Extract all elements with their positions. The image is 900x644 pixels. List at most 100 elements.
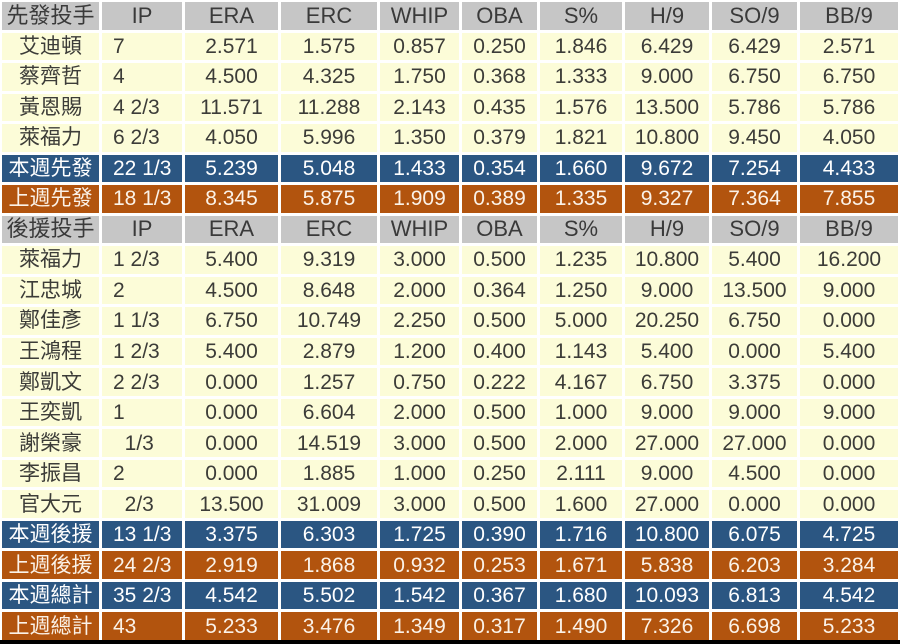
stat-cell: 1.250 [540, 276, 622, 305]
stat-cell: 13.500 [712, 276, 797, 305]
stat-cell: 43 [102, 612, 182, 640]
stat-cell: 0.000 [800, 459, 898, 488]
stat-cell: 9.000 [800, 398, 898, 427]
column-header-cell: ERA [185, 2, 278, 30]
stat-cell: 1.821 [540, 124, 622, 152]
stat-cell: 5.400 [800, 337, 898, 366]
stat-cell: 10.800 [625, 124, 709, 152]
stat-cell: 0.750 [380, 368, 459, 396]
stat-cell: 0.500 [462, 246, 537, 274]
stat-cell: 0.222 [462, 368, 537, 396]
stat-cell: 3.000 [380, 429, 459, 457]
stat-cell: 5.400 [625, 337, 709, 366]
stat-cell: 1.885 [281, 459, 377, 488]
stat-cell: 6.429 [712, 32, 797, 61]
stat-cell: 5.838 [625, 551, 709, 579]
stat-cell: 10.800 [625, 246, 709, 274]
column-header-cell: WHIP [380, 215, 459, 244]
stat-cell: 10.800 [625, 520, 709, 549]
stat-cell: 24 2/3 [102, 551, 182, 579]
stat-cell: 0.000 [800, 368, 898, 396]
stat-cell: 7.326 [625, 612, 709, 640]
stat-cell: 0.000 [800, 429, 898, 457]
stat-cell: 9.000 [625, 63, 709, 91]
stat-cell: 1 [102, 398, 182, 427]
player-name-cell: 李振昌 [2, 459, 99, 488]
stat-cell: 10.093 [625, 581, 709, 610]
summary-label-cell: 上週先發 [2, 185, 99, 213]
player-name-cell: 江忠城 [2, 276, 99, 305]
stat-cell: 9.000 [712, 398, 797, 427]
column-header-cell: SO/9 [712, 2, 797, 30]
stat-cell: 5.786 [800, 93, 898, 122]
stat-cell: 1 2/3 [102, 246, 182, 274]
summary-label-cell: 上週總計 [2, 612, 99, 640]
column-header-cell: SO/9 [712, 215, 797, 244]
stat-cell: 8.345 [185, 185, 278, 213]
stat-cell: 1.350 [380, 124, 459, 152]
stat-cell: 6.750 [712, 307, 797, 335]
stat-cell: 9.000 [625, 276, 709, 305]
stat-cell: 0.500 [462, 398, 537, 427]
column-header-cell: H/9 [625, 215, 709, 244]
stat-cell: 3.284 [800, 551, 898, 579]
stat-cell: 9.327 [625, 185, 709, 213]
stat-cell: 0.932 [380, 551, 459, 579]
stat-cell: 27.000 [625, 490, 709, 518]
stat-cell: 27.000 [625, 429, 709, 457]
stat-cell: 2.571 [800, 32, 898, 61]
player-name-cell: 鄭佳彥 [2, 307, 99, 335]
stat-cell: 1 1/3 [102, 307, 182, 335]
stat-cell: 5.996 [281, 124, 377, 152]
column-header-cell: WHIP [380, 2, 459, 30]
stat-cell: 0.000 [800, 490, 898, 518]
stat-cell: 0.253 [462, 551, 537, 579]
stat-cell: 13.500 [185, 490, 278, 518]
stat-cell: 1.335 [540, 185, 622, 213]
player-name-cell: 艾迪頓 [2, 32, 99, 61]
stat-cell: 6.750 [185, 307, 278, 335]
stat-cell: 5.048 [281, 154, 377, 183]
stat-cell: 7.855 [800, 185, 898, 213]
player-name-cell: 官大元 [2, 490, 99, 518]
stat-cell: 6.075 [712, 520, 797, 549]
player-name-cell: 謝榮豪 [2, 429, 99, 457]
stat-cell: 1.143 [540, 337, 622, 366]
stat-cell: 8.648 [281, 276, 377, 305]
stat-cell: 1.235 [540, 246, 622, 274]
stat-cell: 0.500 [462, 429, 537, 457]
stat-cell: 3.000 [380, 246, 459, 274]
stat-cell: 4.542 [185, 581, 278, 610]
column-header-cell: IP [102, 2, 182, 30]
stat-cell: 0.500 [462, 307, 537, 335]
stat-cell: 14.519 [281, 429, 377, 457]
stat-cell: 0.389 [462, 185, 537, 213]
stat-cell: 1.575 [281, 32, 377, 61]
stat-cell: 0.379 [462, 124, 537, 152]
stat-cell: 5.233 [800, 612, 898, 640]
stat-cell: 2/3 [102, 490, 182, 518]
player-name-cell: 黃恩賜 [2, 93, 99, 122]
stat-cell: 3.476 [281, 612, 377, 640]
stat-cell: 0.000 [185, 398, 278, 427]
stat-cell: 7 [102, 32, 182, 61]
stat-cell: 4 2/3 [102, 93, 182, 122]
stat-cell: 1.716 [540, 520, 622, 549]
stat-cell: 4.500 [712, 459, 797, 488]
stat-cell: 1.200 [380, 337, 459, 366]
column-header-cell: ERC [281, 215, 377, 244]
stat-cell: 2 [102, 276, 182, 305]
section-header-cell: 先發投手 [2, 2, 99, 30]
stat-cell: 22 1/3 [102, 154, 182, 183]
stat-cell: 2.143 [380, 93, 459, 122]
stat-cell: 5.239 [185, 154, 278, 183]
column-header-cell: OBA [462, 215, 537, 244]
stat-cell: 9.000 [800, 276, 898, 305]
stat-cell: 6.698 [712, 612, 797, 640]
stat-cell: 0.000 [185, 429, 278, 457]
player-name-cell: 王奕凱 [2, 398, 99, 427]
stat-cell: 1.600 [540, 490, 622, 518]
stat-cell: 6.813 [712, 581, 797, 610]
stat-cell: 1/3 [102, 429, 182, 457]
